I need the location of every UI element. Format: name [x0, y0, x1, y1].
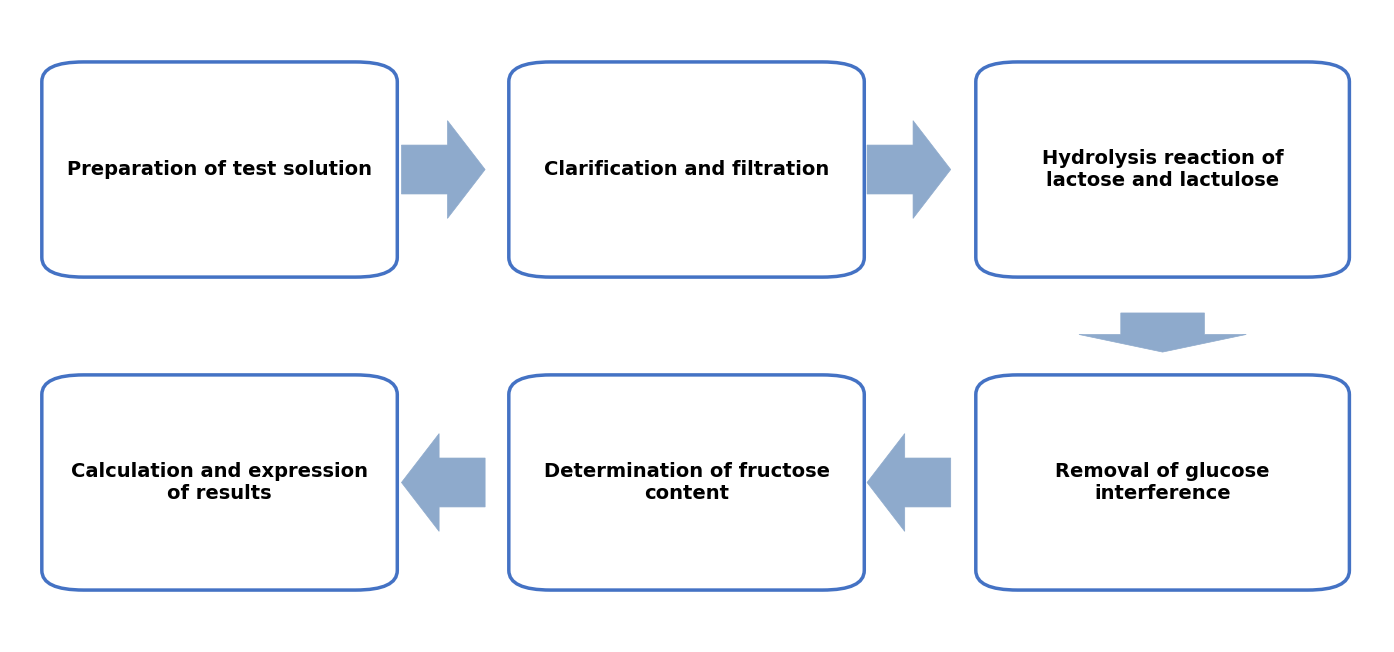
FancyBboxPatch shape: [976, 375, 1349, 590]
Polygon shape: [401, 434, 485, 531]
Text: Removal of glucose
interference: Removal of glucose interference: [1055, 462, 1270, 503]
Polygon shape: [401, 121, 485, 218]
Polygon shape: [867, 121, 951, 218]
FancyBboxPatch shape: [509, 375, 864, 590]
Polygon shape: [1079, 313, 1246, 352]
FancyBboxPatch shape: [42, 62, 397, 277]
Text: Determination of fructose
content: Determination of fructose content: [544, 462, 829, 503]
FancyBboxPatch shape: [509, 62, 864, 277]
Text: Preparation of test solution: Preparation of test solution: [67, 160, 372, 179]
FancyBboxPatch shape: [976, 62, 1349, 277]
Text: Hydrolysis reaction of
lactose and lactulose: Hydrolysis reaction of lactose and lactu…: [1041, 149, 1284, 190]
Text: Calculation and expression
of results: Calculation and expression of results: [71, 462, 368, 503]
FancyBboxPatch shape: [42, 375, 397, 590]
Polygon shape: [867, 434, 951, 531]
Text: Clarification and filtration: Clarification and filtration: [544, 160, 829, 179]
